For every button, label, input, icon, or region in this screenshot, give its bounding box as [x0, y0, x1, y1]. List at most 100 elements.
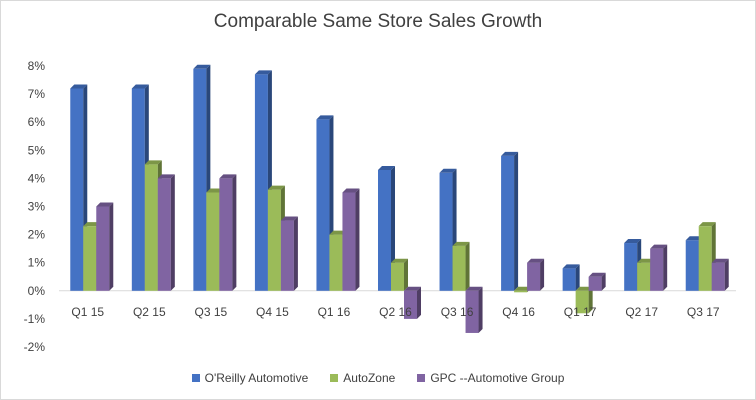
bar	[465, 286, 483, 333]
legend-swatch	[330, 374, 339, 382]
bar-side	[417, 286, 421, 319]
legend-item: GPC --Automotive Group	[417, 371, 564, 385]
bar-top	[329, 230, 347, 235]
bar-side	[663, 244, 668, 291]
bar-top	[685, 236, 703, 241]
bar-front	[711, 262, 725, 291]
bar-front	[404, 290, 417, 319]
y-tick-label: 0%	[28, 284, 46, 298]
y-tick-label: 3%	[28, 200, 46, 214]
bar-front	[157, 178, 171, 291]
x-tick-label: Q3 17	[687, 305, 720, 319]
bar-front	[624, 243, 638, 291]
bar	[391, 258, 408, 291]
legend-swatch	[191, 374, 200, 382]
legend-item: AutoZone	[330, 371, 395, 385]
bar-front	[391, 262, 404, 291]
bar-top	[650, 244, 668, 249]
y-tick-label: 6%	[28, 115, 46, 129]
bar-side	[404, 258, 408, 291]
bar-top	[562, 264, 580, 269]
bar-top	[404, 286, 421, 291]
bar-front	[206, 192, 220, 291]
bar-top	[527, 258, 545, 263]
bar-top	[316, 115, 334, 120]
bar-top	[501, 151, 519, 156]
bar-top	[144, 160, 162, 165]
bar-front	[465, 290, 479, 333]
bar-front	[439, 172, 453, 291]
bar-front	[316, 119, 330, 291]
bar-top	[391, 258, 408, 263]
x-tick-label: Q2 15	[133, 305, 166, 319]
bar-top	[452, 241, 470, 246]
legend-item: O'Reilly Automotive	[191, 371, 309, 385]
bar	[452, 241, 470, 291]
bar-front	[588, 276, 602, 291]
bar-side	[293, 216, 298, 291]
bar-side	[391, 165, 395, 291]
bar	[280, 216, 298, 291]
bar-top	[575, 286, 593, 291]
y-tick-label: 5%	[28, 143, 46, 157]
y-tick-label: 2%	[28, 228, 46, 242]
bar-top	[439, 168, 457, 173]
y-tick-label: 4%	[28, 171, 46, 185]
bar-front	[254, 74, 268, 291]
bar	[588, 272, 606, 291]
bar-side	[170, 174, 175, 291]
bar-front	[144, 164, 158, 291]
legend-label: AutoZone	[343, 371, 396, 385]
bar-top	[588, 272, 606, 277]
x-tick-label: Q3 16	[441, 305, 474, 319]
bar	[650, 244, 668, 291]
bar-top	[378, 165, 395, 170]
bar-side	[601, 272, 606, 291]
bar	[157, 174, 175, 291]
bar-front	[637, 262, 651, 291]
bar	[378, 165, 395, 291]
bar-top	[267, 185, 285, 190]
bar-top	[219, 174, 237, 179]
legend-label: O'Reilly Automotive	[204, 371, 309, 385]
bar	[219, 174, 237, 291]
x-tick-label: Q4 15	[256, 305, 289, 319]
bar-top	[465, 286, 483, 291]
bar-front	[280, 220, 294, 291]
bar	[711, 258, 729, 291]
x-tick-label: Q2 17	[625, 305, 658, 319]
bar-side	[575, 264, 580, 291]
bar-side	[514, 151, 519, 291]
legend-swatch	[417, 374, 426, 382]
bar-top	[70, 84, 88, 89]
bar-side	[478, 286, 483, 333]
bar-front	[575, 290, 589, 314]
bar-front	[378, 169, 391, 291]
bar-front	[83, 226, 97, 291]
y-tick-label: 7%	[28, 87, 46, 101]
bar-top	[131, 84, 149, 89]
bar	[501, 151, 519, 291]
x-tick-label: Q2 16	[379, 305, 412, 319]
bar-top	[280, 216, 298, 221]
bar	[527, 258, 545, 291]
x-tick-label: Q1 15	[71, 305, 104, 319]
bar-top	[206, 188, 224, 193]
bar-top	[193, 64, 211, 69]
bar-side	[109, 202, 114, 291]
bar-front	[527, 262, 541, 291]
bar-top	[96, 202, 114, 207]
bar-side	[232, 174, 237, 291]
y-tick-label: -1%	[24, 312, 46, 326]
bar-top	[342, 188, 360, 193]
bar-top	[157, 174, 175, 179]
legend-label: GPC --Automotive Group	[430, 371, 565, 385]
bar-side	[355, 188, 360, 291]
bar-front	[193, 68, 207, 291]
bar-top	[698, 222, 716, 227]
chart-legend: O'Reilly Automotive AutoZone GPC --Automot…	[1, 371, 755, 385]
bar	[439, 168, 457, 291]
bar-top	[254, 70, 272, 75]
